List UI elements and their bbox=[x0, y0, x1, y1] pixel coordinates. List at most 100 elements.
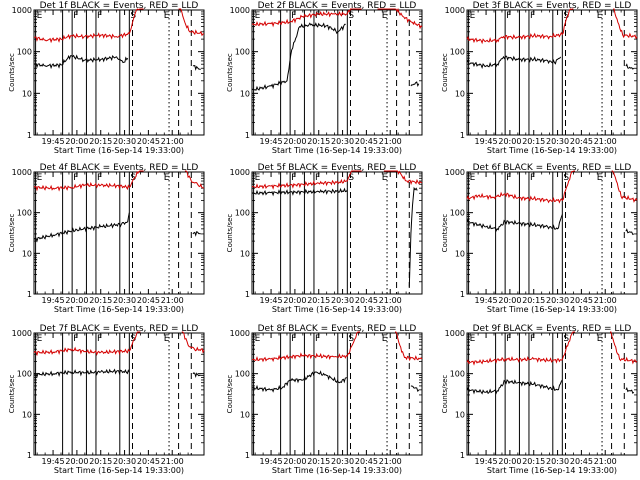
event-marker-letter: F bbox=[506, 173, 511, 183]
series-lld-line bbox=[610, 331, 638, 365]
x-axis-label: Start Time (16-Sep-14 19:33:00) bbox=[54, 146, 184, 155]
series-lld-line bbox=[466, 331, 575, 366]
x-tick-label: 20:00 bbox=[65, 137, 88, 146]
event-marker-letter: S bbox=[130, 11, 136, 21]
detector-panel: Det 6f BLACK = Events, RED = LLD 1 10 100 10… bbox=[441, 163, 638, 314]
series-events-line bbox=[192, 65, 201, 71]
panel-title: Det 2f BLACK = Events, RED = LLD bbox=[258, 1, 417, 11]
x-tick-label: 20:15 bbox=[522, 137, 545, 146]
detector-panel: Det 2f BLACK = Events, RED = LLD 1 10 100 10… bbox=[226, 1, 423, 155]
event-marker-letter: E bbox=[382, 11, 388, 21]
y-tick-label: 100 bbox=[450, 48, 465, 57]
detector-panel: Det 3f BLACK = Events, RED = LLD 1 10 100 10… bbox=[441, 1, 638, 155]
panel-title: Det 6f BLACK = Events, RED = LLD bbox=[473, 163, 632, 173]
event-marker-letter: F bbox=[73, 173, 78, 183]
panel-title: Det 8f BLACK = Events, RED = LLD bbox=[258, 324, 417, 334]
y-tick-label: 1000 bbox=[12, 6, 32, 15]
x-tick-label: 19:45 bbox=[475, 137, 498, 146]
series-events-line bbox=[466, 214, 563, 233]
series-events-line bbox=[192, 372, 201, 379]
y-tick-label: 1 bbox=[460, 131, 465, 140]
y-tick-label: 1000 bbox=[12, 168, 32, 177]
x-tick-label: 19:45 bbox=[42, 137, 65, 146]
x-tick-label: 20:15 bbox=[307, 457, 330, 466]
series-lld-line bbox=[184, 170, 205, 189]
series-lld-line bbox=[33, 170, 144, 192]
event-marker-letter: E bbox=[255, 334, 261, 344]
y-tick-label: 1000 bbox=[445, 168, 465, 177]
x-tick-label: 20:30 bbox=[113, 296, 136, 305]
x-tick-label: 20:45 bbox=[355, 137, 378, 146]
x-tick-label: 21:00 bbox=[161, 457, 184, 466]
series-events-line bbox=[466, 55, 562, 69]
x-tick-label: 21:00 bbox=[379, 296, 402, 305]
x-tick-label: 20:00 bbox=[65, 457, 88, 466]
y-tick-label: 10 bbox=[455, 410, 465, 419]
event-marker-letter: F bbox=[73, 334, 78, 344]
series-events-line bbox=[625, 386, 635, 394]
y-axis-label: Counts/sec bbox=[8, 214, 16, 253]
x-tick-label: 19:45 bbox=[475, 457, 498, 466]
detector-panel: Det 7f BLACK = Events, RED = LLD 1 10 100 10… bbox=[8, 324, 205, 475]
x-tick-label: 20:30 bbox=[331, 296, 354, 305]
series-events-line bbox=[408, 186, 418, 287]
x-tick-label: 20:30 bbox=[113, 457, 136, 466]
event-marker-letter: F bbox=[97, 334, 102, 344]
x-tick-label: 21:00 bbox=[594, 457, 617, 466]
event-marker-letter: E bbox=[37, 334, 43, 344]
y-tick-label: 1 bbox=[27, 451, 32, 460]
series-events-line bbox=[251, 187, 348, 197]
x-axis-label: Start Time (16-Sep-14 19:33:00) bbox=[54, 466, 184, 475]
x-tick-label: 19:45 bbox=[260, 296, 283, 305]
x-tick-label: 19:45 bbox=[42, 296, 65, 305]
event-marker-letter: S bbox=[348, 11, 354, 21]
x-axis-label: Start Time (16-Sep-14 19:33:00) bbox=[487, 466, 617, 475]
y-tick-label: 1 bbox=[27, 131, 32, 140]
event-marker-letter: S bbox=[348, 334, 354, 344]
y-tick-label: 100 bbox=[235, 209, 250, 218]
event-marker-letter: E bbox=[382, 334, 388, 344]
event-marker-letter: F bbox=[315, 334, 320, 344]
x-tick-label: 20:30 bbox=[546, 457, 569, 466]
event-marker-letter: F bbox=[291, 173, 296, 183]
detector-panel: Det 9f BLACK = Events, RED = LLD 1 10 100 10… bbox=[441, 324, 638, 475]
event-marker-letter: S bbox=[563, 11, 569, 21]
series-lld-line bbox=[466, 8, 574, 45]
y-axis-label: Counts/sec bbox=[226, 214, 234, 253]
y-tick-label: 1000 bbox=[230, 168, 250, 177]
x-tick-label: 20:45 bbox=[570, 296, 593, 305]
x-tick-label: 20:45 bbox=[570, 137, 593, 146]
y-tick-label: 100 bbox=[17, 48, 32, 57]
x-tick-label: 20:00 bbox=[498, 296, 521, 305]
plot-frame bbox=[33, 9, 205, 136]
y-tick-label: 1000 bbox=[230, 6, 250, 15]
series-lld-line bbox=[613, 8, 638, 40]
x-tick-label: 21:00 bbox=[161, 296, 184, 305]
x-tick-label: 19:45 bbox=[260, 457, 283, 466]
x-axis-label: Start Time (16-Sep-14 19:33:00) bbox=[487, 305, 617, 314]
y-axis-label: Counts/sec bbox=[226, 53, 234, 92]
y-axis-label: Counts/sec bbox=[226, 375, 234, 414]
x-tick-label: 20:15 bbox=[89, 137, 112, 146]
series-events-line bbox=[625, 63, 635, 70]
panel-title: Det 4f BLACK = Events, RED = LLD bbox=[40, 163, 199, 173]
series-events-line bbox=[33, 54, 129, 70]
event-marker-letter: E bbox=[164, 173, 170, 183]
y-tick-label: 1 bbox=[245, 131, 250, 140]
event-marker-letter: E bbox=[597, 173, 603, 183]
event-marker-letter: F bbox=[315, 11, 320, 21]
series-events-line bbox=[410, 385, 420, 393]
series-lld-line bbox=[611, 170, 638, 203]
y-tick-label: 100 bbox=[235, 370, 250, 379]
plot-frame bbox=[251, 332, 423, 456]
x-tick-label: 19:45 bbox=[475, 296, 498, 305]
x-tick-label: 20:15 bbox=[89, 457, 112, 466]
series-lld-line bbox=[251, 170, 362, 190]
panel-title: Det 9f BLACK = Events, RED = LLD bbox=[473, 324, 632, 334]
panel-title: Det 5f BLACK = Events, RED = LLD bbox=[258, 163, 417, 173]
event-marker-letter: F bbox=[530, 334, 535, 344]
y-tick-label: 10 bbox=[22, 249, 32, 258]
x-tick-label: 20:30 bbox=[546, 296, 569, 305]
plot-frame bbox=[251, 171, 423, 295]
